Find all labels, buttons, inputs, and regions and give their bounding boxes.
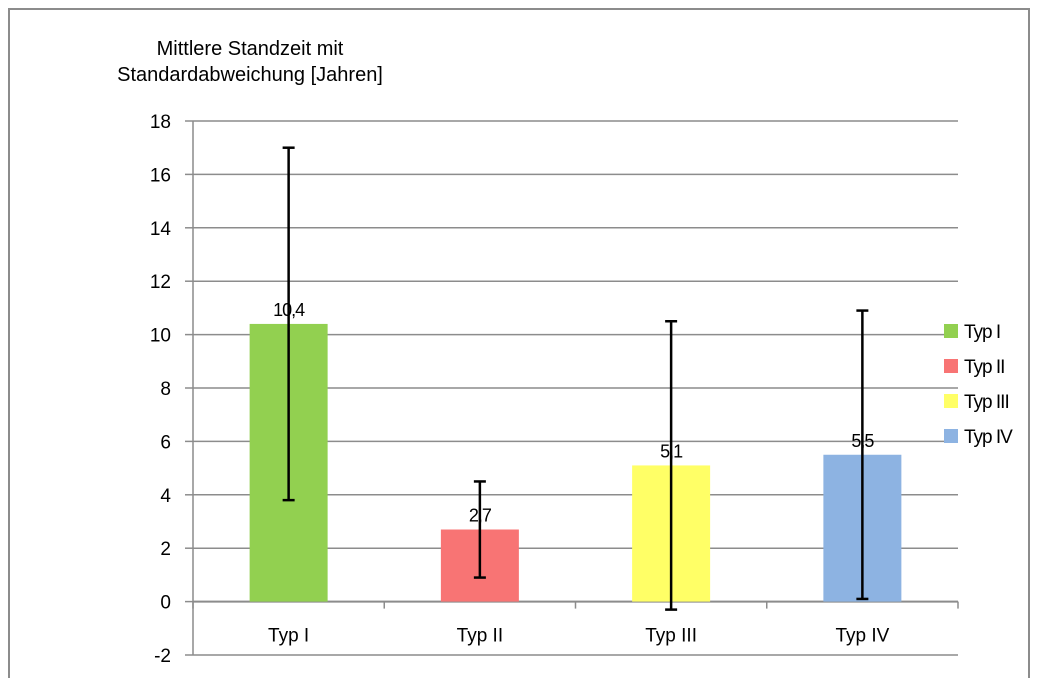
y-tick-label: 12 (150, 272, 171, 293)
legend-swatch (944, 429, 958, 443)
y-tick-label: 18 (150, 112, 171, 133)
x-tick-label: Typ II (457, 626, 503, 647)
y-tick-label: 6 (160, 432, 171, 453)
legend-label: Typ II (964, 357, 1004, 378)
y-tick-label: 16 (150, 165, 171, 186)
legend-swatch (944, 324, 958, 338)
y-tick-label: 0 (160, 593, 171, 614)
data-label: 10,4 (273, 300, 305, 320)
legend-label: Typ I (964, 322, 1000, 343)
data-label: 5,1 (660, 441, 683, 461)
y-tick-label: 14 (150, 219, 172, 240)
legend-label: Typ III (964, 392, 1009, 413)
y-axis-title-line2: Standardabweichung [Jahren] (117, 64, 383, 86)
x-tick-label: Typ III (645, 626, 697, 647)
y-axis-title-line1: Mittlere Standzeit mit (156, 38, 344, 60)
y-tick-label: 8 (160, 379, 171, 400)
legend-swatch (944, 394, 958, 408)
y-tick-label: 10 (150, 326, 171, 347)
legend-label: Typ IV (964, 427, 1013, 448)
y-axis-title: Mittlere Standzeit mit Standardabweichun… (60, 36, 440, 88)
x-tick-label: Typ IV (835, 626, 889, 647)
data-label: 5,5 (851, 431, 874, 451)
data-label: 2,7 (469, 506, 492, 526)
y-tick-label: -2 (154, 646, 171, 667)
x-tick-label: Typ I (268, 626, 309, 647)
legend-swatch (944, 359, 958, 373)
y-tick-label: 2 (160, 539, 171, 560)
y-tick-label: 4 (160, 486, 171, 507)
